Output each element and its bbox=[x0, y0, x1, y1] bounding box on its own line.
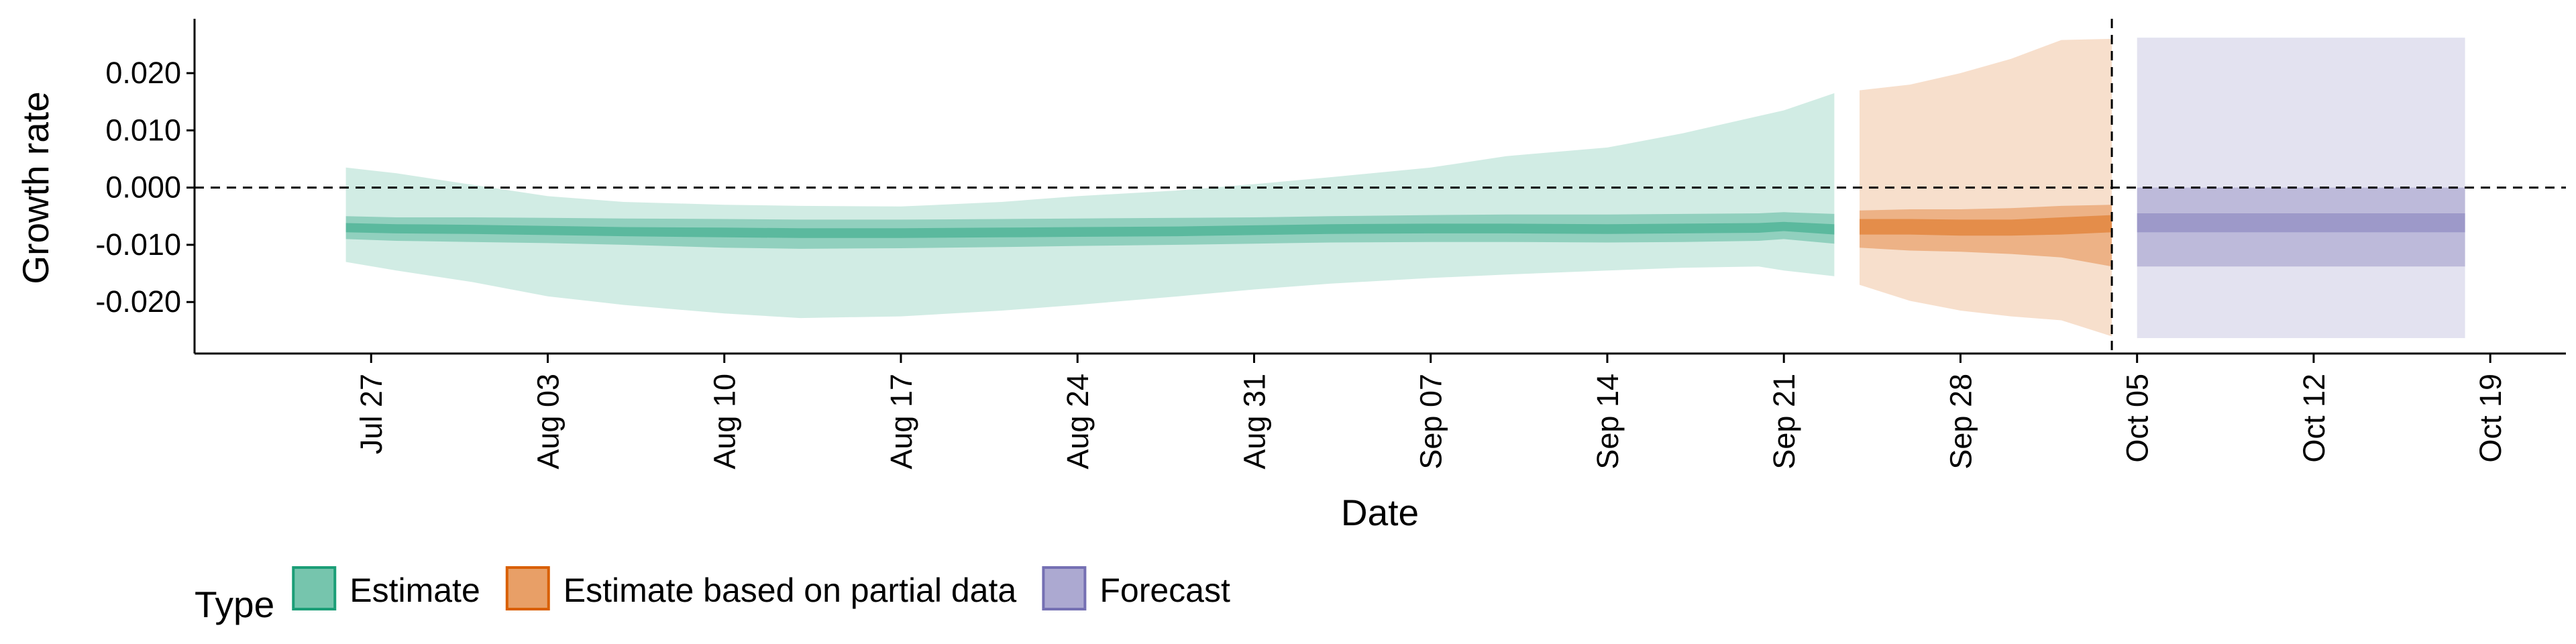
y-axis-title: Growth rate bbox=[15, 91, 56, 284]
y-tick-label: 0.020 bbox=[105, 56, 181, 90]
x-axis-title: Date bbox=[1341, 492, 1419, 533]
forecast-band-20pct bbox=[2137, 213, 2465, 233]
x-tick-label: Sep 28 bbox=[1943, 374, 1978, 470]
plot-area bbox=[195, 19, 2566, 354]
estimate-band-90pct bbox=[345, 93, 1835, 319]
estimate-based-on-partial-data-band-20pct bbox=[1860, 215, 2112, 236]
legend-label: Estimate based on partial data bbox=[564, 572, 1017, 609]
tick-labels: 0.020 0.010 0.000 -0.010 -0.020 Jul 27 Aug 03 A… bbox=[95, 56, 2508, 470]
estimate-based-on-partial-data-band-50pct bbox=[1860, 205, 2112, 267]
y-tick-label: -0.010 bbox=[95, 227, 181, 262]
legend-swatch-estimate-based-on-partial-data bbox=[505, 566, 550, 610]
x-tick-label: Aug 24 bbox=[1061, 374, 1095, 470]
estimate-band-20pct bbox=[345, 221, 1835, 238]
forecast-band-90pct bbox=[2137, 38, 2465, 338]
x-tick-label: Sep 07 bbox=[1414, 374, 1448, 470]
x-tick-label: Jul 27 bbox=[354, 374, 388, 454]
x-tick-label: Oct 05 bbox=[2121, 374, 2155, 463]
x-tick-label: Oct 19 bbox=[2473, 374, 2508, 463]
legend-label: Forecast bbox=[1099, 572, 1230, 609]
legend: Type Estimate Estimate based on partial d… bbox=[195, 566, 1230, 625]
estimate-band-50pct bbox=[345, 212, 1835, 249]
x-tick-label: Aug 17 bbox=[884, 374, 918, 470]
y-tick-label: 0.000 bbox=[105, 170, 181, 205]
series-estimate bbox=[345, 93, 1835, 319]
legend-label: Estimate bbox=[350, 572, 480, 609]
series-forecast bbox=[2137, 38, 2465, 338]
x-tick-label: Sep 14 bbox=[1591, 374, 1625, 470]
x-tick-label: Aug 03 bbox=[531, 374, 566, 470]
forecast-band-50pct bbox=[2137, 187, 2465, 267]
axes bbox=[193, 19, 2566, 355]
x-tick-label: Oct 12 bbox=[2297, 374, 2331, 463]
x-tick-label: Sep 21 bbox=[1767, 374, 1801, 470]
x-tick-label: Aug 31 bbox=[1238, 374, 1272, 470]
y-tick-label: 0.010 bbox=[105, 113, 181, 147]
legend-swatch-forecast bbox=[1042, 566, 1087, 610]
legend-swatch-estimate bbox=[292, 566, 337, 610]
y-tick-label: -0.020 bbox=[95, 284, 181, 319]
legend-title: Type bbox=[195, 584, 274, 625]
x-tick-label: Aug 10 bbox=[708, 374, 742, 470]
